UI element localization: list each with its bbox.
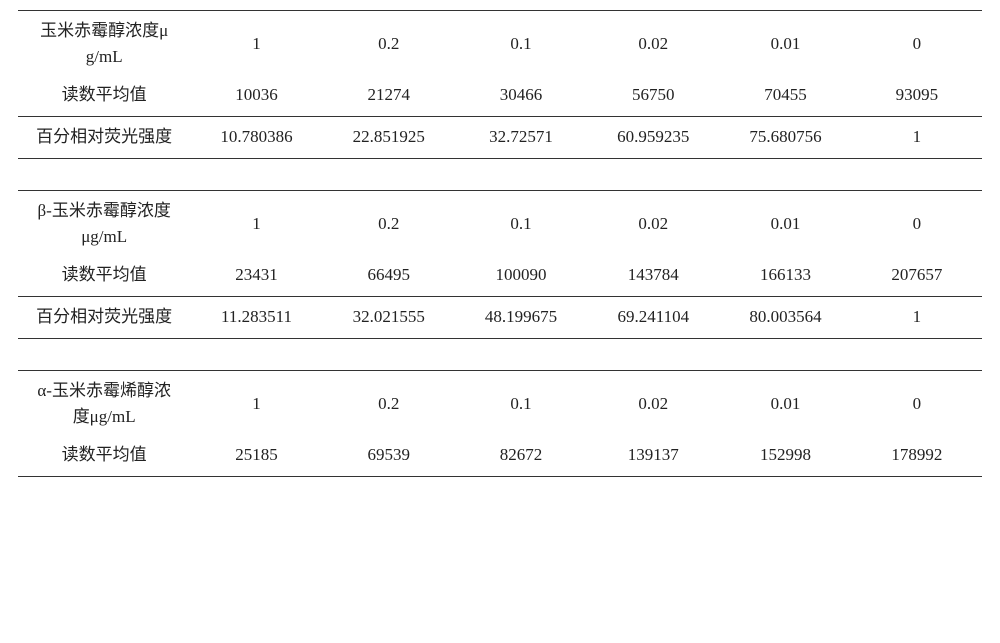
rel-value: 32.72571 bbox=[455, 125, 587, 151]
data-tables: 玉米赤霉醇浓度μ 1 0.2 0.1 0.02 0.01 0 g/mL 读数平均… bbox=[18, 10, 982, 477]
avg-value: 178992 bbox=[852, 443, 982, 469]
avg-value: 82672 bbox=[455, 443, 587, 469]
rel-value: 69.241104 bbox=[587, 305, 719, 331]
concentration-value: 0 bbox=[852, 19, 982, 71]
avg-value: 70455 bbox=[719, 83, 851, 109]
table-row: 读数平均值 10036 21274 30466 56750 70455 9309… bbox=[18, 83, 982, 109]
table-row: 百分相对荧光强度 11.283511 32.021555 48.199675 6… bbox=[18, 305, 982, 331]
rel-label: 百分相对荧光强度 bbox=[18, 305, 190, 331]
concentration-value: 0.02 bbox=[587, 379, 719, 431]
concentration-value: 0.1 bbox=[455, 19, 587, 71]
rel-value: 32.021555 bbox=[323, 305, 455, 331]
concentration-value: 0.01 bbox=[719, 199, 851, 251]
concentration-value: 1 bbox=[190, 19, 322, 71]
avg-label: 读数平均值 bbox=[18, 443, 190, 469]
rel-value: 48.199675 bbox=[455, 305, 587, 331]
avg-value: 56750 bbox=[587, 83, 719, 109]
rel-value: 80.003564 bbox=[719, 305, 851, 331]
avg-value: 152998 bbox=[719, 443, 851, 469]
rel-value: 60.959235 bbox=[587, 125, 719, 151]
concentration-value: 0.2 bbox=[323, 379, 455, 431]
avg-value: 166133 bbox=[719, 263, 851, 289]
concentration-value: 0.1 bbox=[455, 379, 587, 431]
rel-value: 10.780386 bbox=[190, 125, 322, 151]
concentration-label: g/mL bbox=[18, 45, 190, 71]
table-row: 读数平均值 23431 66495 100090 143784 166133 2… bbox=[18, 263, 982, 289]
avg-value: 93095 bbox=[852, 83, 982, 109]
avg-value: 207657 bbox=[852, 263, 982, 289]
concentration-value: 0.2 bbox=[323, 19, 455, 71]
avg-value: 30466 bbox=[455, 83, 587, 109]
concentration-value: 1 bbox=[190, 379, 322, 431]
concentration-value: 0.02 bbox=[587, 199, 719, 251]
table-row: β-玉米赤霉醇浓度 1 0.2 0.1 0.02 0.01 0 bbox=[18, 199, 982, 225]
concentration-value: 0 bbox=[852, 379, 982, 431]
concentration-label: α-玉米赤霉烯醇浓 bbox=[18, 379, 190, 405]
concentration-value: 0.02 bbox=[587, 19, 719, 71]
concentration-value: 0.01 bbox=[719, 379, 851, 431]
avg-label: 读数平均值 bbox=[18, 263, 190, 289]
concentration-label: β-玉米赤霉醇浓度 bbox=[18, 199, 190, 225]
concentration-label: 玉米赤霉醇浓度μ bbox=[18, 19, 190, 45]
avg-value: 23431 bbox=[190, 263, 322, 289]
concentration-value: 0.1 bbox=[455, 199, 587, 251]
concentration-label: μg/mL bbox=[18, 225, 190, 251]
avg-value: 69539 bbox=[323, 443, 455, 469]
avg-value: 25185 bbox=[190, 443, 322, 469]
table-row: 读数平均值 25185 69539 82672 139137 152998 17… bbox=[18, 443, 982, 469]
concentration-value: 0.2 bbox=[323, 199, 455, 251]
avg-value: 66495 bbox=[323, 263, 455, 289]
concentration-label: 度μg/mL bbox=[18, 405, 190, 431]
concentration-value: 0 bbox=[852, 199, 982, 251]
table-row: 百分相对荧光强度 10.780386 22.851925 32.72571 60… bbox=[18, 125, 982, 151]
rel-label: 百分相对荧光强度 bbox=[18, 125, 190, 151]
concentration-value: 0.01 bbox=[719, 19, 851, 71]
avg-value: 100090 bbox=[455, 263, 587, 289]
table-row: 玉米赤霉醇浓度μ 1 0.2 0.1 0.02 0.01 0 bbox=[18, 19, 982, 45]
avg-value: 21274 bbox=[323, 83, 455, 109]
rel-value: 75.680756 bbox=[719, 125, 851, 151]
rel-value: 11.283511 bbox=[190, 305, 322, 331]
avg-label: 读数平均值 bbox=[18, 83, 190, 109]
rel-value: 1 bbox=[852, 125, 982, 151]
concentration-value: 1 bbox=[190, 199, 322, 251]
avg-value: 10036 bbox=[190, 83, 322, 109]
rel-value: 1 bbox=[852, 305, 982, 331]
rel-value: 22.851925 bbox=[323, 125, 455, 151]
table-row: α-玉米赤霉烯醇浓 1 0.2 0.1 0.02 0.01 0 bbox=[18, 379, 982, 405]
avg-value: 143784 bbox=[587, 263, 719, 289]
avg-value: 139137 bbox=[587, 443, 719, 469]
